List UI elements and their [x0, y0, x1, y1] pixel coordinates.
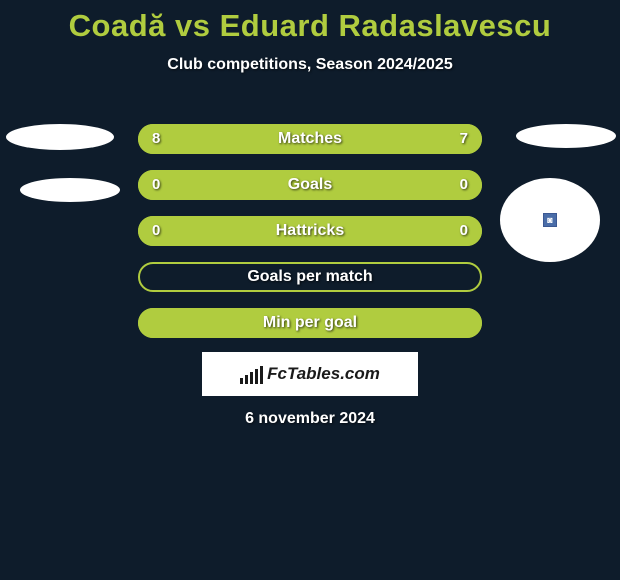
- logo-text: FcTables.com: [267, 364, 380, 384]
- logo-bar-segment: [255, 369, 258, 384]
- stat-bar-right-value: 0: [460, 216, 468, 246]
- stat-bar-label: Goals per match: [138, 262, 482, 292]
- player-right-avatar-placeholder: [516, 124, 616, 148]
- logo-bars-icon: [240, 364, 263, 384]
- stat-bar-right-value: 0: [460, 170, 468, 200]
- player-left-badge-placeholder: [20, 178, 120, 202]
- logo-bar-segment: [250, 372, 253, 384]
- player-left-avatar-placeholder: [6, 124, 114, 150]
- logo-bar-segment: [245, 375, 248, 384]
- stat-bar-row: Goals0 0: [138, 170, 482, 200]
- player-right-badge: ◙: [500, 178, 600, 262]
- comparison-card: Coadă vs Eduard Radaslavescu Club compet…: [0, 0, 620, 580]
- stat-bar-row: Min per goal: [138, 308, 482, 338]
- date-label: 6 november 2024: [0, 410, 620, 428]
- stat-bar-row: Hattricks0 0: [138, 216, 482, 246]
- stat-bar-left-value: 0: [152, 170, 160, 200]
- logo-bar-segment: [260, 366, 263, 384]
- stat-bar-label: Matches: [138, 124, 482, 154]
- subtitle: Club competitions, Season 2024/2025: [0, 56, 620, 74]
- stat-bars: Matches87Goals00Hattricks00Goals per mat…: [138, 124, 482, 354]
- stat-bar-row: Matches8 7: [138, 124, 482, 154]
- stat-bar-label: Min per goal: [138, 308, 482, 338]
- team-crest-icon: ◙: [543, 213, 557, 227]
- logo-bar-segment: [240, 378, 243, 384]
- stat-bar-label: Goals: [138, 170, 482, 200]
- stat-bar-row: Goals per match: [138, 262, 482, 292]
- source-logo: FcTables.com: [202, 352, 418, 396]
- stat-bar-left-value: 8: [152, 124, 160, 154]
- stat-bar-left-value: 0: [152, 216, 160, 246]
- stat-bar-label: Hattricks: [138, 216, 482, 246]
- stat-bar-right-value: 7: [460, 124, 468, 154]
- page-title: Coadă vs Eduard Radaslavescu: [0, 0, 620, 44]
